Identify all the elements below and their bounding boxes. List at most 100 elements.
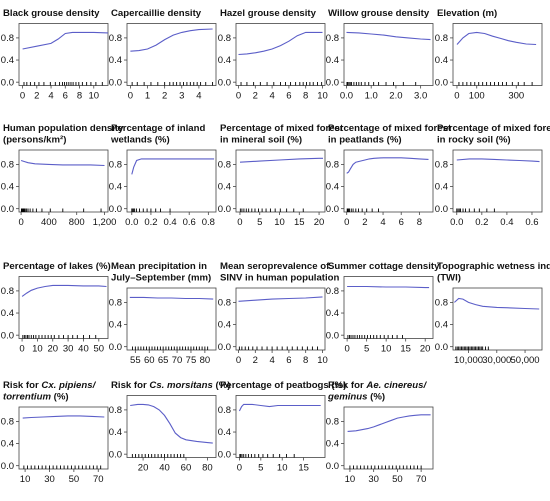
panel-title: in rocky soil (%) [437,135,511,146]
panel-16: Risk for Cx. pipiens/torrentium (%) 0.0 0.… [1,380,109,485]
x-tick-label: 50 [94,344,105,355]
y-tick-label: 0.4 [326,55,339,66]
y-tick-label: 0.0 [218,77,231,88]
x-tick-label: 50,000 [511,355,540,366]
x-tick-label: 4 [48,91,53,102]
x-tick-label: 8 [77,91,82,102]
y-tick-label: 0.4 [435,55,448,66]
x-tick-label: 15 [294,217,305,228]
panel-title: (TWI) [437,273,461,284]
y-tick-label: 0.0 [218,342,231,353]
x-tick-label: 1 [145,91,150,102]
panel-title: in mineral soil (%) [220,135,302,146]
x-tick-label: 50 [392,474,403,485]
x-tick-label: 30 [44,474,55,485]
x-tick-label: 1,200 [93,217,117,228]
panel-11: Percentage of lakes (%) 0.0 0.4 0.8 0 10 20 30 4… [1,261,111,355]
plot-frame [126,149,217,213]
x-tick-label: 70 [93,474,104,485]
y-tick-label: 0.8 [109,405,122,416]
response-curve [129,296,214,300]
y-tick-label: 0.8 [109,298,122,309]
plot-frame [235,149,326,213]
x-tick-label: 1.0 [365,91,378,102]
response-curve [130,28,213,52]
x-tick-label: 300 [508,91,524,102]
panel-1: Black grouse density 0.0 0.4 0.8 0 2 4 6 8 10 [1,8,109,102]
y-tick-label: 0.8 [326,160,339,171]
x-tick-label: 5 [257,217,262,228]
panel-19: Risk for Ae. cinereus/geminus (%) 0.0 0.4 0… [326,380,434,485]
x-tick-label: 0.0 [125,217,138,228]
panel-title: Percentage of mixed forest [437,123,550,134]
response-curve [130,403,213,444]
panel-title: Summer cottage density [328,261,440,272]
y-tick-label: 0.0 [326,330,339,341]
x-tick-label: 5 [258,463,263,474]
y-tick-label: 0.8 [1,160,14,171]
panel-title: SINV in human population [220,273,340,284]
x-tick-label: 15 [298,463,309,474]
x-tick-label: 2 [162,91,167,102]
y-tick-label: 0.0 [435,342,448,353]
plot-frame [452,287,543,351]
x-tick-label: 80 [200,355,211,366]
x-tick-label: 0.2 [475,217,488,228]
x-tick-label: 2.0 [389,91,402,102]
y-tick-label: 0.8 [218,298,231,309]
y-tick-label: 0.4 [435,320,448,331]
plot-frame [343,149,434,213]
y-tick-label: 0.8 [326,286,339,297]
x-tick-label: 0 [128,91,133,102]
y-tick-label: 0.4 [109,427,122,438]
response-curve [454,297,540,310]
x-tick-label: 4 [269,355,274,366]
x-tick-label: 0 [236,355,241,366]
x-tick-label: 0 [20,91,25,102]
x-tick-label: 4 [380,217,385,228]
panel-title: Capercaillie density [111,8,202,19]
x-tick-label: 20 [314,217,325,228]
x-tick-label: 10 [381,344,392,355]
panel-title: Willow grouse density [328,8,430,19]
x-tick-label: 400 [41,217,57,228]
y-tick-label: 0.4 [435,182,448,193]
x-tick-label: 60 [144,355,155,366]
x-tick-label: 80 [202,463,213,474]
plot-frame [235,395,326,458]
y-tick-label: 0.4 [218,182,231,193]
panel-title: Percentage of mixed forest [220,123,344,134]
panel-title: July–September (mm) [111,273,211,284]
plot-frame [18,149,109,213]
x-tick-label: 30,000 [482,355,511,366]
x-tick-label: 10 [32,344,43,355]
x-tick-label: 4 [269,91,274,102]
y-tick-label: 0.4 [218,320,231,331]
y-tick-label: 0.0 [109,77,122,88]
response-curve [239,157,323,163]
response-curve [347,414,431,432]
y-tick-label: 0.8 [326,417,339,428]
y-tick-label: 0.0 [109,342,122,353]
x-tick-label: 0 [344,217,349,228]
plot-frame [126,23,217,86]
panel-title: wetlands (%) [110,135,170,146]
y-tick-label: 0.0 [435,204,448,215]
panel-3: Hazel grouse density 0.0 0.4 0.8 0 2 4 6 8 10 [218,8,328,102]
x-tick-label: 0.8 [202,217,215,228]
y-tick-label: 0.0 [326,461,339,472]
y-tick-label: 0.0 [1,461,14,472]
x-tick-label: 70 [172,355,183,366]
panel-title: Mean precipitation in [111,261,207,272]
panel-6: Human population density(persons/km²) 0.0… [1,123,124,228]
response-curve [238,403,321,412]
y-tick-label: 0.4 [109,182,122,193]
x-tick-label: 0.4 [163,217,176,228]
y-tick-label: 0.8 [326,33,339,44]
x-tick-label: 10 [274,217,285,228]
panel-17: Risk for Cs. morsitans (%) 0.0 0.4 0.8 20 40 6… [109,380,231,474]
